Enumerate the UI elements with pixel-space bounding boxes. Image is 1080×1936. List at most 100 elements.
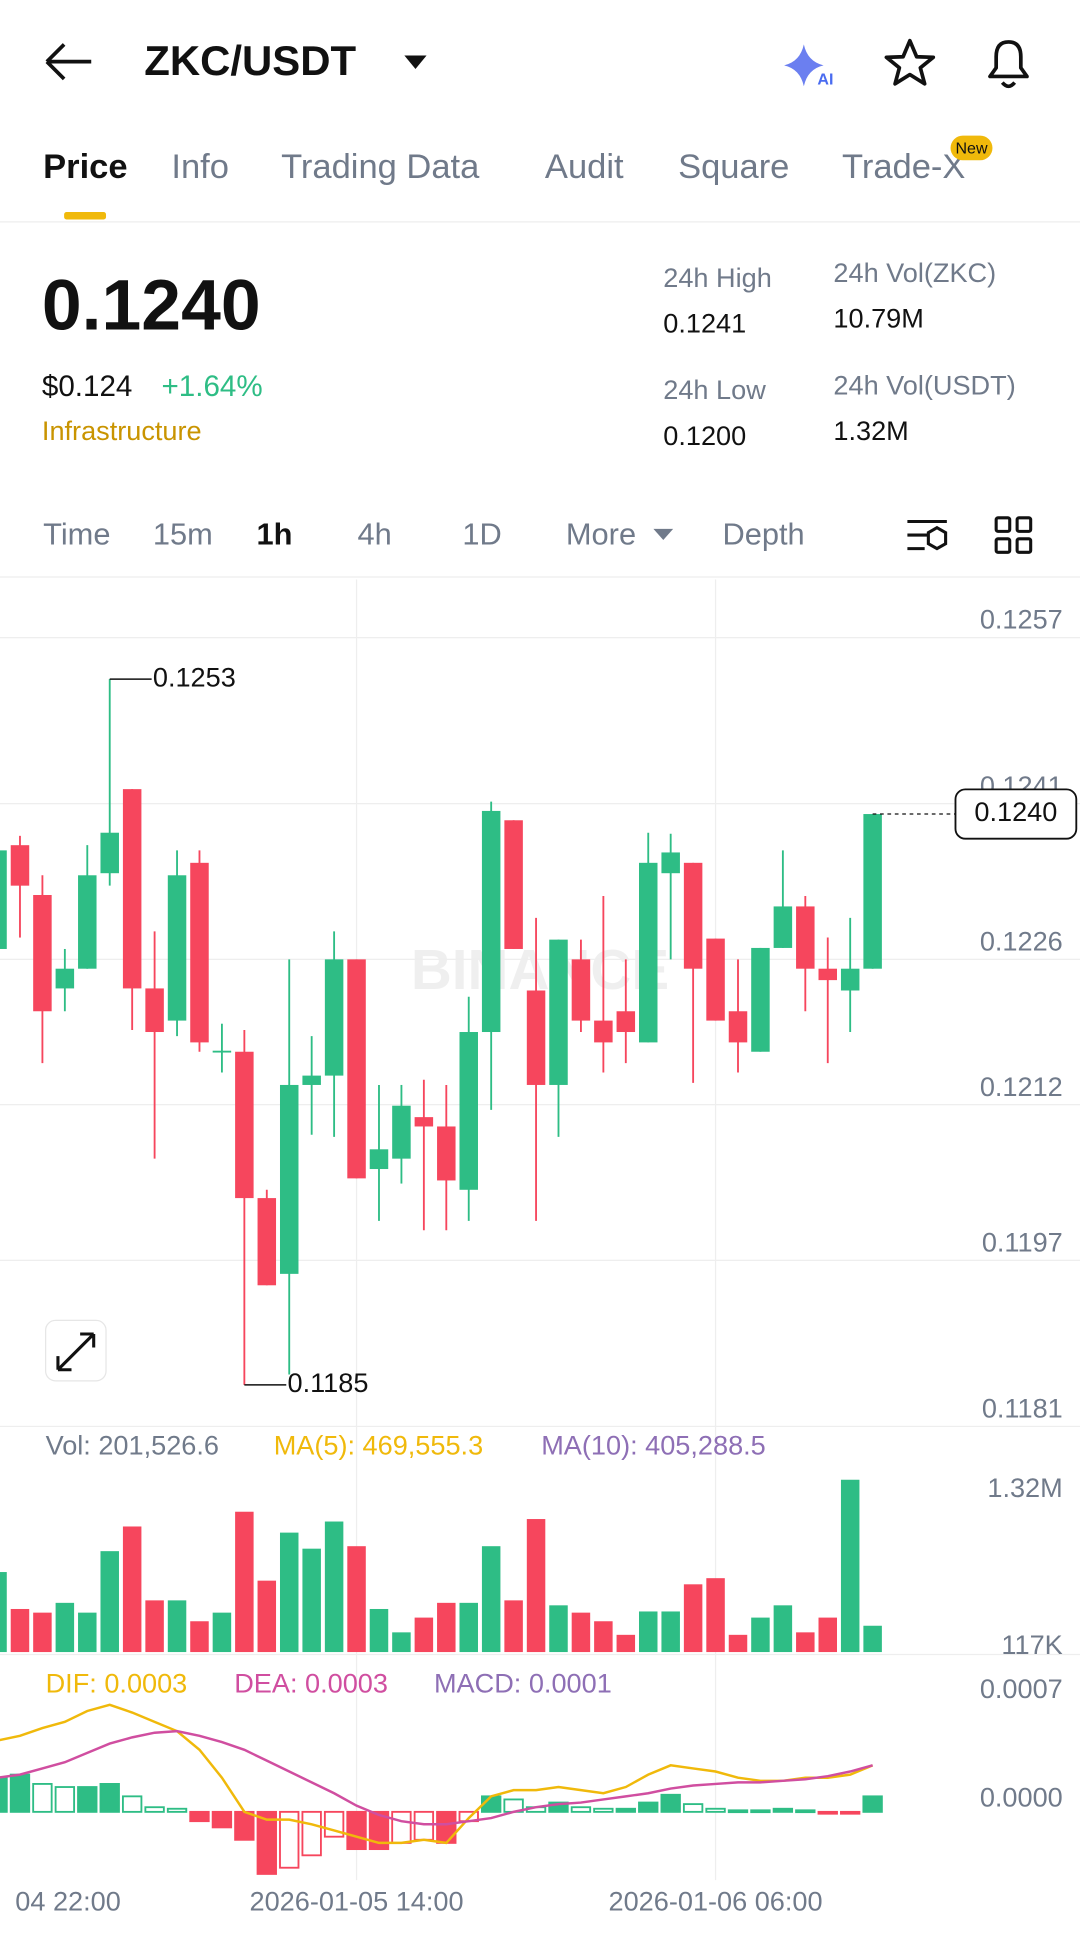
- volume-bar: [594, 1621, 613, 1653]
- candle-body: [706, 938, 725, 1021]
- last-price-box: [954, 788, 1078, 840]
- macd-legend: DIF: 0.0003: [46, 1668, 188, 1699]
- ai-label: AI: [817, 70, 833, 88]
- macd-legend: DEA: 0.0003: [234, 1668, 388, 1699]
- stat-label: 24h Vol(USDT): [833, 369, 1015, 400]
- macd-bar: [772, 1807, 794, 1813]
- interval[interactable]: 1D: [462, 516, 501, 551]
- candle-body: [167, 875, 187, 1021]
- candle-body: [459, 1032, 478, 1190]
- macd-bar: [54, 1786, 76, 1813]
- macd-bar: [593, 1807, 614, 1813]
- grid-cell: [1015, 537, 1033, 554]
- indicator-settings[interactable]: [907, 519, 948, 551]
- pair-dropdown[interactable]: [404, 55, 427, 70]
- candle-body: [728, 1011, 748, 1043]
- volume-bar: [190, 1621, 209, 1653]
- macd-bar: [121, 1795, 143, 1813]
- candle-body: [773, 906, 793, 948]
- interval[interactable]: Time: [43, 516, 110, 551]
- tab[interactable]: Trading Data: [281, 148, 480, 186]
- tab[interactable]: Square: [678, 148, 789, 186]
- interval[interactable]: Depth: [722, 516, 804, 551]
- candle-body: [504, 820, 523, 949]
- macd-line: [0, 1703, 874, 1845]
- y-tick-label: 0.1197: [982, 1226, 1063, 1257]
- last-price-label: 0.1240: [974, 796, 1057, 827]
- tab[interactable]: Price: [43, 148, 127, 186]
- volume-legend: MA(5): 469,555.3: [274, 1430, 483, 1461]
- candle-body: [571, 959, 591, 1021]
- candle-body: [347, 959, 366, 1179]
- candle-body: [145, 988, 164, 1033]
- stat-value: 0.1241: [663, 308, 746, 339]
- candle-body: [190, 862, 209, 1043]
- macd-bar: [189, 1810, 210, 1823]
- macd-bar: [256, 1810, 277, 1875]
- macd-bar: [570, 1806, 592, 1813]
- candle-body: [594, 1020, 613, 1043]
- tab[interactable]: Trade-X: [842, 148, 965, 186]
- candle-body: [100, 832, 119, 874]
- volume-bar: [661, 1611, 680, 1653]
- interval[interactable]: 15m: [153, 516, 213, 551]
- candle-body: [683, 862, 703, 969]
- volume-bar: [212, 1612, 232, 1653]
- interval[interactable]: 4h: [358, 516, 392, 551]
- volume-bar: [549, 1605, 568, 1653]
- volume-bar: [33, 1612, 52, 1653]
- tab[interactable]: Audit: [545, 148, 624, 186]
- tab[interactable]: Info: [171, 148, 229, 186]
- stat-label: 24h Vol(ZKC): [833, 257, 996, 288]
- interval[interactable]: 1h: [256, 516, 292, 551]
- volume-bar: [863, 1625, 882, 1653]
- ai-sparkle: [784, 44, 824, 87]
- macd-bar: [682, 1803, 704, 1813]
- favorite-button[interactable]: [884, 38, 936, 86]
- alert-button[interactable]: [988, 40, 1029, 89]
- candle-body: [863, 814, 882, 969]
- layout-toggle[interactable]: [994, 516, 1033, 554]
- volume-bar: [122, 1526, 142, 1653]
- stat-label: 24h High: [663, 262, 772, 293]
- last-price: 0.1240: [42, 266, 261, 346]
- more-dropdown[interactable]: [653, 528, 674, 541]
- usd-price: $0.124: [42, 370, 132, 403]
- macd-bar: [99, 1783, 120, 1813]
- stat-label: 24h Low: [663, 374, 766, 405]
- candle-body: [10, 845, 30, 886]
- candle-body: [616, 1011, 636, 1033]
- macd-bar: [615, 1807, 636, 1813]
- candle-body: [122, 789, 142, 989]
- candle-body: [414, 1117, 434, 1127]
- new-badge: New: [955, 139, 987, 157]
- x-tick-label: 04 22:00: [15, 1886, 121, 1917]
- y-tick-label: 0.1212: [980, 1071, 1063, 1102]
- candle-body: [78, 875, 97, 969]
- candle-body: [751, 947, 770, 1052]
- macd-bar: [862, 1795, 883, 1813]
- candle-body: [818, 968, 837, 981]
- volume-bar: [279, 1532, 299, 1653]
- candle-body: [235, 1051, 254, 1199]
- y-tick-label: 0.1181: [982, 1393, 1063, 1424]
- volume-bar: [78, 1612, 97, 1653]
- candle-body: [549, 939, 568, 1085]
- fullscreen-button[interactable]: [45, 1319, 107, 1382]
- candle-body: [55, 968, 75, 989]
- back-button[interactable]: [45, 43, 92, 81]
- pair-title[interactable]: ZKC/USDT: [144, 37, 356, 84]
- price-change: +1.64%: [162, 370, 263, 403]
- volume-legend: Vol: 201,526.6: [46, 1430, 219, 1461]
- expand-icon: [56, 1332, 96, 1372]
- y-tick-label: 0.0000: [980, 1782, 1063, 1813]
- volume-bar: [526, 1519, 546, 1653]
- volume-bar: [751, 1617, 770, 1653]
- macd-legend: MACD: 0.0001: [434, 1668, 612, 1699]
- volume-bar: [347, 1546, 366, 1653]
- sector-tag[interactable]: Infrastructure: [42, 415, 202, 446]
- ai-button[interactable]: AI: [784, 44, 833, 88]
- interval[interactable]: More: [566, 516, 636, 551]
- volume-bar: [55, 1602, 75, 1653]
